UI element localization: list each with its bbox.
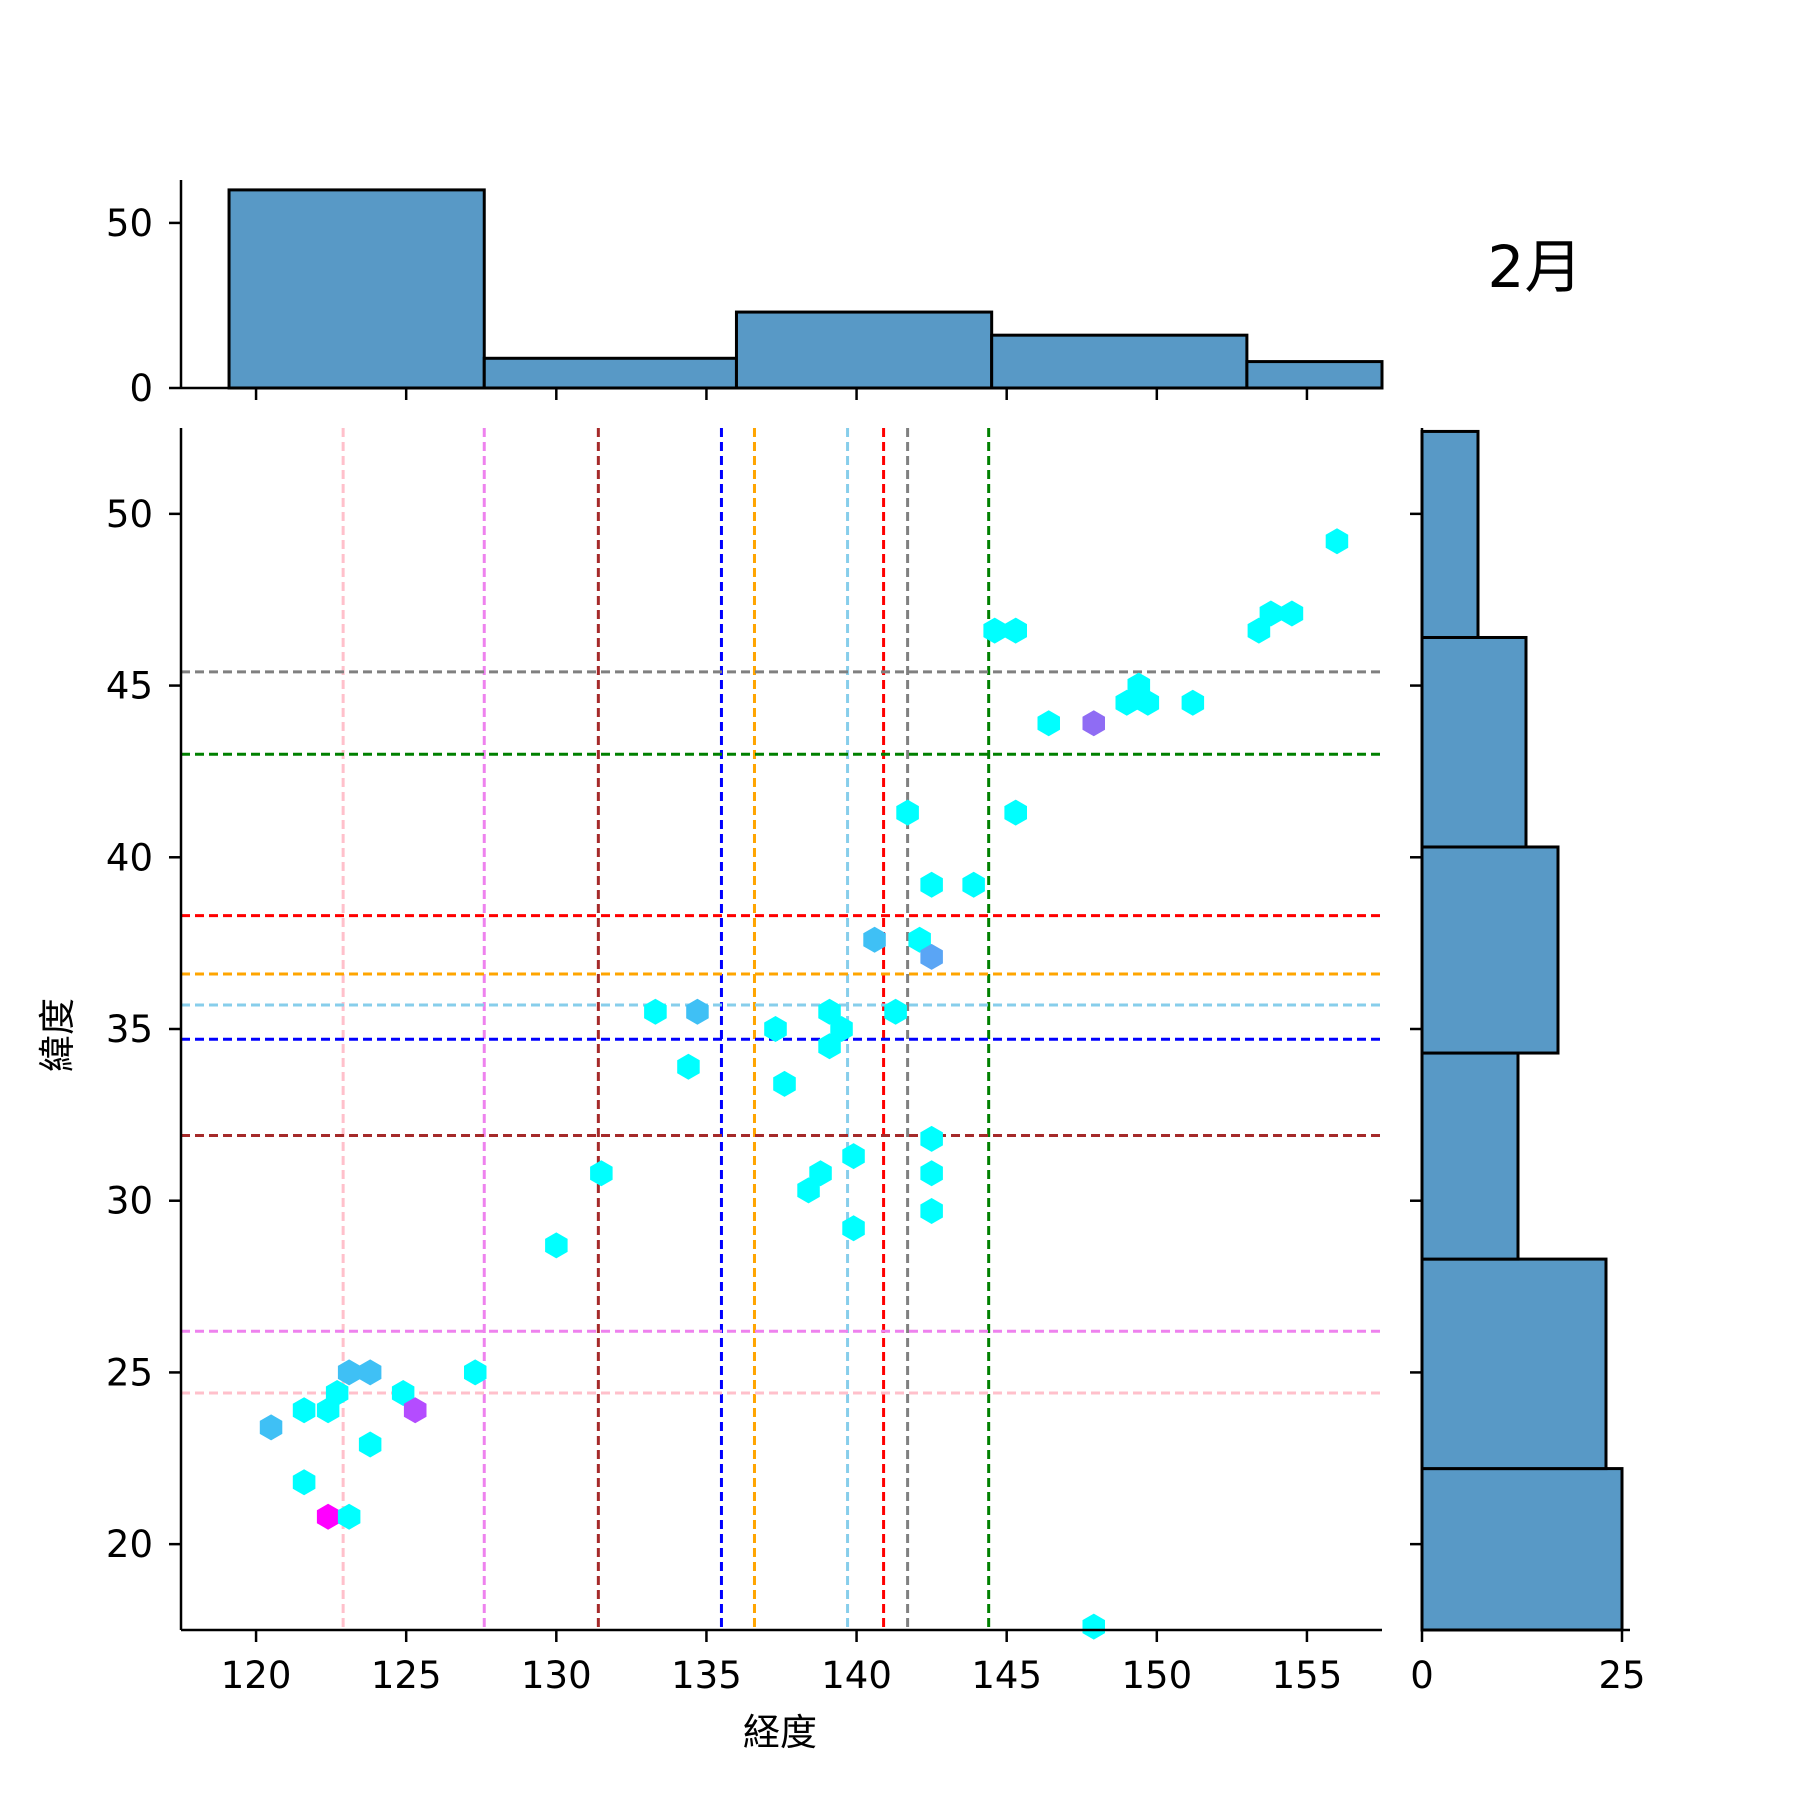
x-tick-label: 145 (971, 1654, 1042, 1697)
hexbin-cell (920, 871, 943, 898)
axes (169, 180, 1630, 1642)
right-histogram-bar (1420, 845, 1560, 1055)
hexbin-cell (358, 1431, 382, 1458)
hexbin-cell (920, 1198, 943, 1224)
hexbin-cell (773, 1070, 796, 1097)
horizontal-reference-lines (181, 670, 1382, 1395)
hexbin-cell (920, 1160, 943, 1187)
hexbin-cell (1325, 528, 1349, 555)
right-histogram-bar (1420, 1257, 1608, 1471)
top-hist-y-tick-label: 0 (129, 367, 153, 410)
hexbin-cell (863, 926, 886, 953)
hexbin-cell (818, 998, 841, 1025)
right-histogram-bar (1420, 1051, 1520, 1261)
hexbin-cell (316, 1503, 340, 1530)
x-tick-label: 125 (371, 1654, 442, 1697)
hexbin-cell (644, 998, 667, 1025)
hexbin-cell (1082, 1613, 1105, 1640)
top-histogram-bar (990, 333, 1249, 390)
hexbin-cell (920, 943, 943, 970)
hexbin-cell (1115, 689, 1138, 716)
x-tick-label: 135 (671, 1654, 742, 1697)
hexbin-cell (686, 998, 709, 1025)
hexbin-cell (292, 1397, 316, 1424)
hexbin-cells (259, 528, 1349, 1640)
hexbin-cell (842, 1143, 865, 1170)
hexbin-cell (962, 871, 985, 898)
hexbin-cell (545, 1232, 568, 1259)
hexbin-cell (1280, 600, 1304, 627)
hexbin-cell (325, 1380, 349, 1406)
y-tick-label: 45 (106, 665, 153, 708)
right-marginal-histogram (1420, 429, 1624, 1632)
x-tick-label: 130 (521, 1654, 592, 1697)
hexbin-cell (896, 799, 919, 826)
hexbin-cell (1259, 600, 1283, 627)
tick-labels: 120 125 130 135 140 145 150 155 20 25 30 35 40 45 50 0 5… (106, 202, 1646, 1697)
y-tick-label: 35 (106, 1008, 153, 1051)
vertical-reference-lines (341, 428, 991, 1630)
y-tick-label: 30 (106, 1180, 153, 1223)
hexbin-cell (1181, 689, 1205, 716)
hexbin-cell (358, 1359, 382, 1386)
hexbin-cell (842, 1215, 865, 1242)
hexbin-cell (403, 1397, 427, 1424)
hexbin-cell (908, 926, 931, 953)
top-histogram-bar (1245, 360, 1384, 390)
hexbin-cell (464, 1359, 487, 1386)
hexbin-cell (1247, 617, 1271, 644)
hexbin-cell (1136, 689, 1160, 716)
y-tick-label: 25 (106, 1351, 153, 1394)
x-axis-title: 経度 (743, 1711, 817, 1754)
y-tick-label: 20 (106, 1523, 153, 1566)
y-axis-title: 緯度 (36, 998, 79, 1072)
y-tick-label: 40 (106, 836, 153, 879)
x-tick-label: 120 (221, 1654, 292, 1697)
top-histogram-bar (482, 356, 738, 390)
hexbin-cell (818, 1033, 841, 1060)
right-hist-x-tick-label: 25 (1598, 1654, 1645, 1697)
hexbin-cell (1004, 799, 1027, 826)
hexbin-cell (1037, 710, 1060, 737)
top-hist-y-tick-label: 50 (106, 202, 153, 245)
hexbin-cell (884, 998, 907, 1025)
top-histogram-bar (734, 310, 994, 390)
hexbin-cell (391, 1380, 415, 1406)
top-marginal-histogram (227, 188, 1384, 390)
right-hist-x-tick-label: 0 (1410, 1654, 1434, 1697)
hexbin-cell (920, 1125, 943, 1152)
chart-title: 2月 (1488, 233, 1583, 301)
right-histogram-bar (1420, 429, 1480, 639)
hexbin-cell (1004, 617, 1027, 644)
hexbin-cell (590, 1160, 613, 1187)
y-tick-label: 50 (106, 493, 153, 536)
hexbin-cell (337, 1359, 361, 1386)
hexbin-cell (259, 1414, 283, 1441)
hexbin-cell (292, 1469, 316, 1496)
right-histogram-bar (1420, 635, 1528, 849)
hexbin-cell (677, 1053, 700, 1080)
hexbin-cell (809, 1160, 832, 1187)
right-histogram-bar (1420, 1467, 1624, 1632)
top-histogram-bar (227, 188, 486, 390)
hexbin-cell (337, 1503, 361, 1530)
x-tick-label: 150 (1122, 1654, 1193, 1697)
hexbin-cell (764, 1016, 787, 1042)
x-tick-label: 140 (821, 1654, 892, 1697)
x-tick-label: 155 (1272, 1654, 1343, 1697)
hexbin-cell (797, 1177, 820, 1204)
hexbin-cell (983, 617, 1006, 644)
hexbin-cell (830, 1016, 853, 1042)
hexbin-cell (1082, 710, 1105, 737)
